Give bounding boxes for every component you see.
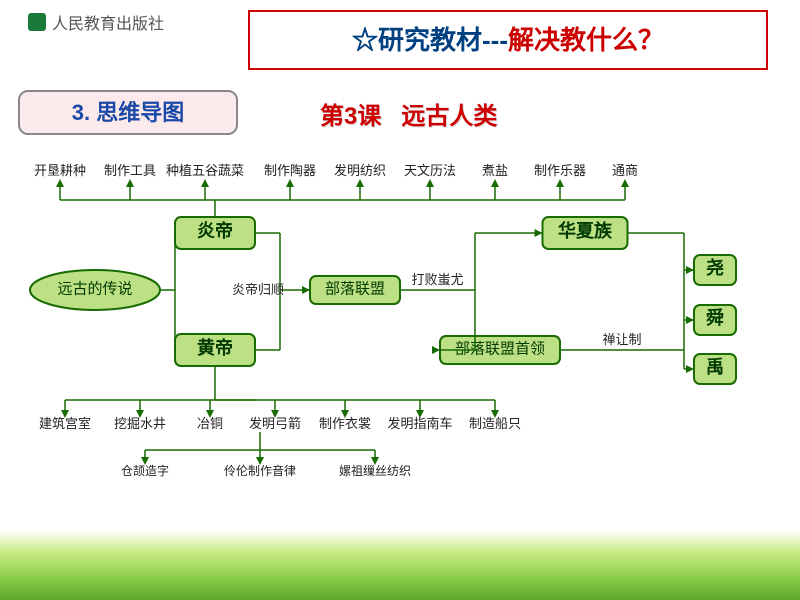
- svg-text:建筑宫室: 建筑宫室: [39, 416, 91, 431]
- section-text: 3. 思维导图: [72, 100, 184, 125]
- svg-text:发明纺织: 发明纺织: [334, 163, 386, 178]
- svg-text:种植五谷蔬菜: 种植五谷蔬菜: [166, 163, 244, 178]
- title-box: ☆研究教材---解决教什么？: [248, 10, 768, 70]
- svg-text:冶铜: 冶铜: [197, 416, 223, 431]
- svg-text:舜: 舜: [706, 307, 724, 328]
- logo-icon: [28, 13, 46, 31]
- svg-text:制作衣裳: 制作衣裳: [319, 416, 371, 431]
- title-part2: 解决教什么？: [508, 25, 664, 55]
- grass-bg: [0, 530, 800, 600]
- svg-text:尧: 尧: [706, 257, 724, 278]
- svg-text:制造船只: 制造船只: [469, 416, 521, 431]
- svg-text:禅让制: 禅让制: [602, 332, 641, 347]
- svg-text:制作陶器: 制作陶器: [264, 163, 316, 178]
- mindmap-diagram: 炎帝黄帝远古的传说部落联盟华夏族部落联盟首领尧舜禹开垦耕种制作工具种植五谷蔬菜制…: [25, 155, 790, 535]
- svg-text:制作乐器: 制作乐器: [534, 163, 586, 178]
- svg-text:发明指南车: 发明指南车: [387, 416, 452, 431]
- svg-text:挖掘水井: 挖掘水井: [114, 416, 166, 431]
- svg-text:开垦耕种: 开垦耕种: [34, 163, 86, 178]
- svg-text:伶伦制作音律: 伶伦制作音律: [224, 463, 296, 478]
- svg-text:打败蚩尤: 打败蚩尤: [411, 272, 463, 287]
- svg-text:部落联盟: 部落联盟: [325, 280, 385, 297]
- svg-text:通商: 通商: [612, 163, 638, 178]
- svg-text:煮盐: 煮盐: [482, 163, 508, 178]
- svg-text:制作工具: 制作工具: [104, 163, 156, 178]
- svg-text:远古的传说: 远古的传说: [57, 280, 132, 297]
- publisher-logo: 人民教育出版社: [28, 10, 164, 34]
- svg-text:发明弓箭: 发明弓箭: [249, 416, 301, 431]
- subtitle-a: 第3课: [320, 103, 381, 130]
- svg-text:部落联盟首领: 部落联盟首领: [455, 340, 545, 357]
- svg-text:华夏族: 华夏族: [558, 220, 613, 241]
- svg-text:嫘祖缫丝纺织: 嫘祖缫丝纺织: [339, 463, 411, 478]
- svg-text:仓颉造字: 仓颉造字: [121, 463, 169, 478]
- subtitle: 第3课 远古人类: [320, 96, 497, 131]
- svg-text:天文历法: 天文历法: [404, 163, 456, 178]
- svg-text:炎帝: 炎帝: [197, 220, 233, 241]
- subtitle-b: 远古人类: [401, 103, 497, 130]
- title-part1: ☆研究教材---: [352, 25, 508, 55]
- logo-text: 人民教育出版社: [52, 10, 164, 34]
- svg-text:黄帝: 黄帝: [197, 337, 233, 358]
- svg-text:炎帝归顺: 炎帝归顺: [232, 282, 284, 297]
- section-label: 3. 思维导图: [18, 90, 238, 135]
- svg-text:禹: 禹: [706, 357, 724, 377]
